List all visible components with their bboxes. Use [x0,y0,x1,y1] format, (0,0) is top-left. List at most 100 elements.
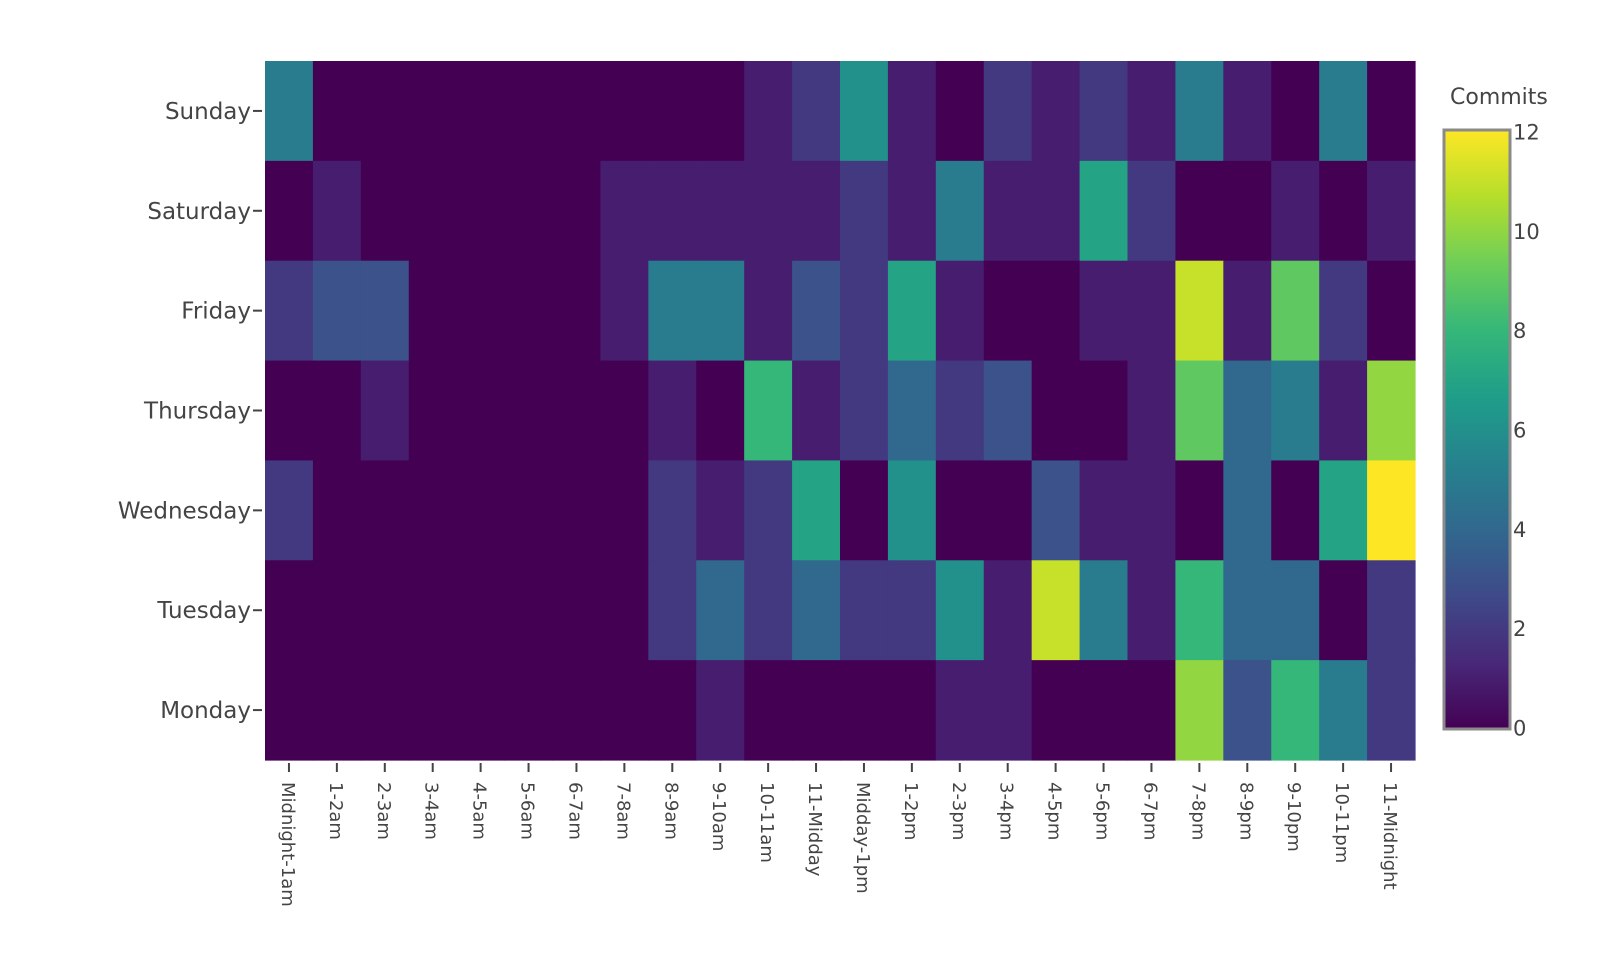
heatmap-cell [696,61,745,162]
x-tick-label: 1-2pm [900,782,921,840]
heatmap-cell [504,560,554,661]
x-tick-label: 4-5pm [1044,782,1065,840]
heatmap-cell [456,460,506,561]
heatmap-cell [1367,260,1416,362]
heatmap-cell [744,660,793,761]
heatmap-cell [600,260,649,362]
heatmap-cell [887,260,937,362]
heatmap-cell [265,460,314,561]
heatmap-cell [744,460,793,561]
heatmap-cell [648,160,697,262]
heatmap-cell [792,560,841,661]
heatmap-cell [983,360,1033,462]
heatmap-cell [552,360,602,462]
heatmap-cell [887,560,937,661]
heatmap-cell [360,61,410,162]
heatmap-cell [360,360,410,462]
heatmap-cell [1319,460,1368,561]
heatmap-cell [312,260,362,362]
heatmap-cell [1031,560,1081,661]
x-tick-label: 6-7pm [1139,782,1160,840]
heatmap-cell [1079,460,1129,561]
heatmap-cell [1175,160,1224,262]
heatmap-cell [983,560,1033,661]
heatmap-cell [504,61,554,162]
heatmap-cell [935,560,985,661]
heatmap-cell [887,360,937,462]
heatmap-cell [696,360,745,462]
heatmap-cell [360,460,410,561]
y-axis: Sunday Saturday Friday Thursday Wednesday Tue… [118,99,262,724]
heatmap-cell [935,61,985,162]
colorbar-tick-label: 4 [1513,518,1526,542]
heatmap-cell [552,660,602,761]
heatmap-cell [312,460,362,561]
y-tick-label: Tuesday [156,598,251,624]
heatmap-cell [1079,660,1129,761]
heatmap-cell [360,660,410,761]
heatmap-cell [504,160,554,262]
heatmap-cell [265,61,314,162]
heatmap-cell [456,260,506,362]
heatmap-cell [1175,460,1224,561]
heatmap-cell [887,160,937,262]
heatmap-cell [1271,660,1320,761]
y-tick-label: Thursday [143,399,251,425]
heatmap-cell [696,160,745,262]
heatmap-cell [600,360,649,462]
heatmap-cell [1367,360,1416,462]
heatmap-cell [1271,61,1320,162]
heatmap-cell [696,260,745,362]
heatmap-cell [983,460,1033,561]
x-tick-label: 10-11am [756,782,777,863]
heatmap-cell [552,260,602,362]
heatmap-cell [1223,61,1272,162]
heatmap-cell [1031,360,1081,462]
heatmap-cell [1223,260,1272,362]
heatmap-cell [504,460,554,561]
heatmap-cell [1271,360,1320,462]
colorbar-title: Commits [1450,85,1548,110]
heatmap-cell [744,61,793,162]
x-tick-label: 2-3am [373,782,394,840]
heatmap-cell [1127,160,1177,262]
heatmap-cell [408,360,458,462]
colorbar: Commits 0 2 4 6 8 10 12 [1442,85,1548,741]
heatmap-cell [1319,560,1368,661]
heatmap-cell [1319,260,1368,362]
heatmap-cell [1079,160,1129,262]
x-axis: Midnight-1am 1-2am 2-3am 3-4am 4-5am 5-6am 6-7… [277,763,1400,907]
heatmap-cell [1175,660,1224,761]
heatmap-cell [456,660,506,761]
heatmap-cell [1175,260,1224,362]
heatmap-cell [1031,260,1081,362]
heatmap-cell [552,460,602,561]
x-tick-label: 11-Midnight [1379,782,1400,890]
colorbar-tick-label: 8 [1513,319,1526,343]
x-tick-label: 7-8am [612,782,633,840]
heatmap-cell [935,660,985,761]
heatmap-cell [265,260,314,362]
heatmap-cell [792,460,841,561]
x-tick-label: 10-11pm [1331,782,1352,863]
heatmap-cell [1079,360,1129,462]
colorbar-ticks: 0 2 4 6 8 10 12 [1513,121,1540,741]
heatmap-cell [744,260,793,362]
colorbar-tick-label: 10 [1513,220,1540,244]
heatmap-cell [1367,160,1416,262]
heatmap-cell [792,260,841,362]
heatmap-cell [1079,260,1129,362]
heatmap-cell [456,560,506,661]
heatmap-cell [696,660,745,761]
x-tick-label: 3-4pm [996,782,1017,840]
heatmap-cell [696,460,745,561]
colorbar-gradient [1442,128,1512,731]
heatmap-cell [552,160,602,262]
heatmap-cell [983,260,1033,362]
heatmap-cell [504,260,554,362]
heatmap-cell [600,560,649,661]
heatmap-cell [408,160,458,262]
heatmap-cell [312,61,362,162]
y-tick-label: Friday [181,299,251,325]
